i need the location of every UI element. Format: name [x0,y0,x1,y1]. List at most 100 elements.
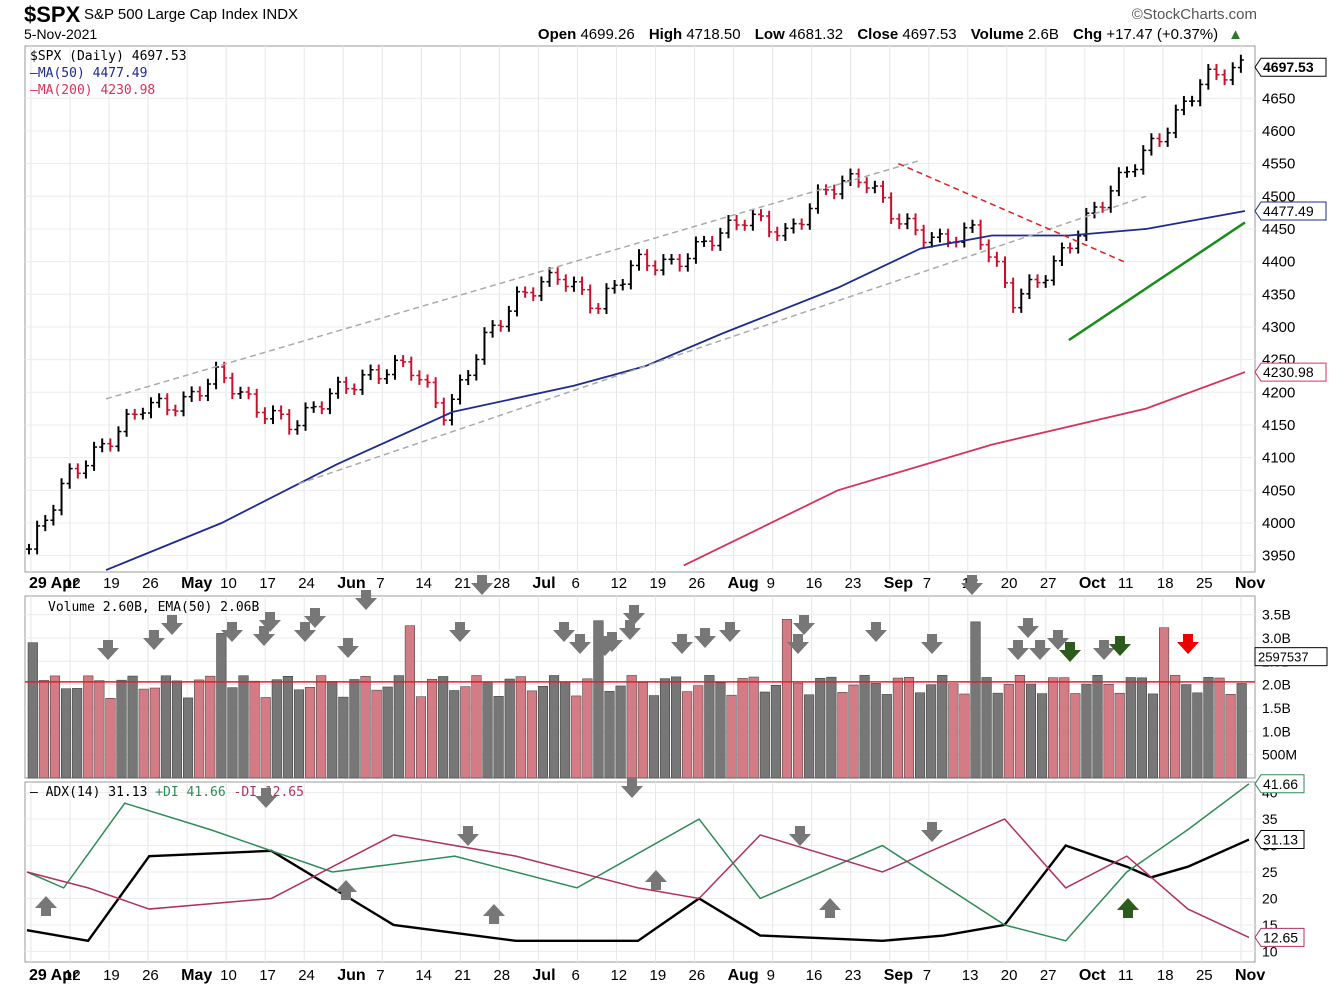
x-tick-label-price: 21 [454,575,471,592]
volume-down-arrow-icon [865,622,887,642]
volume-bar [671,676,682,779]
volume-last-value: 2597537 [1258,650,1309,665]
ma50-line [105,210,1246,571]
volume-bar [870,683,881,779]
volume-bar [781,619,793,779]
volume-bar [582,678,593,779]
x-tick-label-price: 7 [923,575,931,592]
volume-bar [826,676,837,779]
adx-legend-plus-di: +DI 41.66 [155,785,233,800]
volume-bar [881,694,892,779]
adx-y-tick: 10 [1262,943,1278,959]
volume-bar [682,691,693,779]
volume-bar [316,675,327,779]
x-tick-label-price: 7 [376,575,384,592]
x-tick-label-price: 10 [220,575,237,592]
volume-down-arrow-icon [719,622,741,642]
chart-date: 5-Nov-2021 [24,26,98,42]
volume-bar [981,677,992,779]
x-tick-label-price: 19 [103,575,120,592]
volume-down-arrow-icon [694,628,716,648]
x-tick-label-adx: 12 [64,967,81,984]
x-tick-label-price: Nov [1235,575,1265,592]
x-tick-label-adx: 12 [610,967,627,984]
volume-bar [1225,694,1236,779]
x-tick-label-price: 28 [493,575,510,592]
volume-bar [737,678,748,779]
x-tick-label-adx: 13 [962,967,979,984]
price-y-tick: 4500 [1262,188,1295,205]
volume-down-arrow-icon [304,608,326,628]
volume-value: 2.6B [1028,26,1059,43]
volume-bar [227,687,238,779]
x-tick-label-price: 24 [298,575,315,592]
index-name: S&P 500 Large Cap Index INDX [84,6,298,23]
x-tick-label-price: 18 [1157,575,1174,592]
volume-down-arrow-icon [1047,630,1069,650]
volume-bar [937,675,948,779]
volume-bar [49,675,61,779]
volume-down-arrow-icon [161,615,183,635]
volume-bar [1159,627,1170,779]
volume-bar [648,695,659,779]
volume-down-arrow-icon [553,622,575,642]
x-tick-label-adx: 27 [1040,967,1057,984]
x-tick-label-adx: 20 [1001,967,1018,984]
volume-bar [194,679,205,779]
volume-bar [1192,692,1203,779]
price-y-tick: 4100 [1262,450,1295,467]
volume-down-arrow-icon [787,634,809,654]
x-tick-label-price: 23 [845,575,862,592]
price-y-tick: 4600 [1262,123,1295,140]
x-tick-label-price: Jun [337,575,365,592]
volume-bar [1048,677,1059,779]
volume-green-arrow-icon [1109,636,1131,656]
volume-bar [693,685,704,779]
adx-y-tick: 20 [1262,890,1278,906]
x-tick-label-adx: 18 [1157,967,1174,984]
volume-bar [393,675,404,779]
adx-down-arrow-icon [789,826,811,846]
volume-bar [1125,677,1136,779]
price-y-tick: 4650 [1262,90,1295,107]
volume-bar [271,679,282,779]
gray-trendline [105,159,921,400]
volume-bar [1070,693,1081,779]
adx-up-arrow-icon [819,898,841,918]
volume-bar [1236,683,1247,779]
volume-bar [859,675,870,779]
volume-red-arrow-icon [1177,634,1199,654]
volume-bar [626,675,637,779]
x-tick-label-adx: May [181,967,212,984]
volume-bar [1025,683,1037,779]
volume-bar [770,685,781,779]
x-tick-label-price: Sep [884,575,914,592]
adx-down-arrow-icon [255,788,277,808]
volume-down-arrow-icon [294,622,316,642]
adx-y-tick: 35 [1262,811,1278,827]
volume-bar [338,696,349,779]
volume-bar [848,684,859,779]
x-tick-label-adx: 19 [650,967,667,984]
volume-down-arrow-icon [1007,640,1029,660]
volume-bar [571,695,582,779]
adx-down-arrow-icon [457,826,479,846]
volume-bar [293,689,305,779]
volume-bar [127,675,138,779]
volume-bar [327,681,338,779]
volume-bar [438,676,449,779]
volume-bar [715,682,726,779]
volume-down-arrow-icon [253,626,275,646]
x-tick-label-adx: 21 [454,967,471,984]
x-tick-label-adx: 23 [845,967,862,984]
x-tick-label-adx: 7 [923,967,931,984]
adx-tag [1254,830,1305,850]
volume-down-arrow-icon [143,630,165,650]
volume-bar [537,686,549,779]
adx-green-up-arrow-icon [1117,898,1139,918]
volume-bar [1214,677,1225,779]
price-y-tick: 4150 [1262,417,1295,434]
x-tick-label-adx: 6 [571,967,579,984]
volume-down-arrow-icon [221,622,243,642]
index-full-name: S&P 500 Large Cap Index [84,6,259,23]
